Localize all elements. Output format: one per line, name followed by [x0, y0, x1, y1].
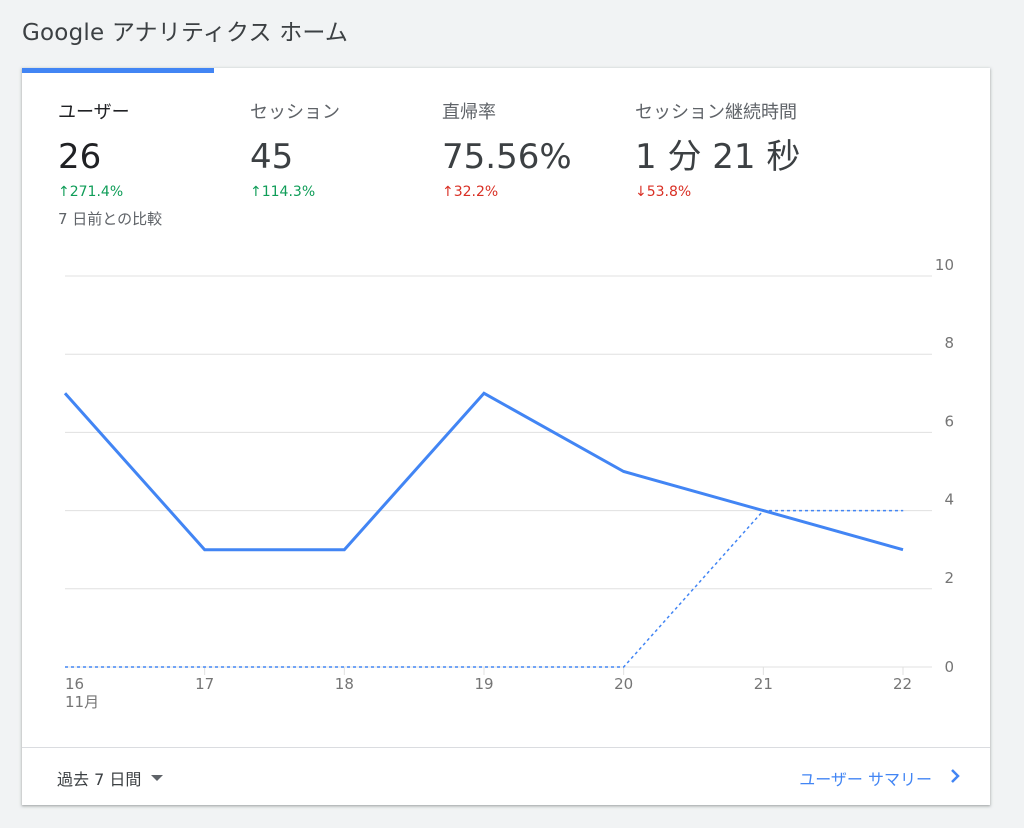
- y-tick-label: 8: [944, 334, 954, 352]
- arrow-up-icon: ↑: [58, 184, 70, 200]
- x-tick-label: 18: [335, 675, 354, 693]
- y-tick-label: 10: [935, 258, 954, 274]
- metric-change: ↑32.2%: [442, 184, 499, 200]
- chevron-right-icon: [950, 768, 960, 788]
- line-chart: 0 2 4 6 8 10 16 17 18 19 20 21 22 11月: [22, 256, 990, 728]
- metric-value: 1 分 21 秒: [635, 137, 801, 177]
- metric-label: セッション継続時間: [635, 102, 797, 123]
- metric-change: ↓53.8%: [635, 184, 692, 200]
- x-tick-label: 21: [754, 675, 773, 693]
- chart-svg: 0 2 4 6 8 10 16 17 18 19 20 21 22 11月: [63, 256, 954, 711]
- summary-link-label: ユーザー サマリー: [799, 770, 932, 789]
- metric-label: 直帰率: [442, 102, 496, 123]
- metric-label: セッション: [250, 102, 340, 123]
- comparison-series-line: [65, 509, 903, 668]
- metric-tab-sessions[interactable]: セッション 45 ↑114.3%: [250, 98, 340, 200]
- metric-tab-session-duration[interactable]: セッション継続時間 1 分 21 秒 ↓53.8%: [635, 98, 800, 200]
- arrow-up-icon: ↑: [442, 184, 454, 200]
- y-tick-label: 2: [944, 569, 954, 587]
- arrow-down-icon: ↓: [635, 184, 647, 200]
- y-tick-label: 0: [944, 658, 954, 676]
- x-tick-label: 17: [195, 675, 214, 693]
- metric-label: ユーザー: [58, 102, 130, 123]
- x-tick-label: 19: [474, 675, 493, 693]
- current-series-line: [63, 391, 904, 552]
- date-range-label: 過去 7 日間: [57, 770, 142, 789]
- analytics-card: ユーザー 26 ↑271.4% 7 日前との比較 セッション 45 ↑114.3…: [22, 68, 990, 805]
- x-tick-label: 22: [893, 675, 912, 693]
- y-tick-label: 4: [944, 491, 954, 509]
- metric-value: 45: [250, 137, 294, 177]
- metric-change: ↑271.4%: [58, 184, 124, 200]
- metric-tab-users[interactable]: ユーザー 26 ↑271.4% 7 日前との比較: [58, 98, 162, 229]
- x-tick-label: 16: [65, 675, 84, 693]
- date-range-dropdown[interactable]: 過去 7 日間: [57, 766, 164, 790]
- card-footer: 過去 7 日間 ユーザー サマリー: [22, 747, 990, 806]
- y-tick-label: 6: [944, 412, 954, 430]
- metric-tab-bounce-rate[interactable]: 直帰率 75.56% ↑32.2%: [442, 98, 572, 200]
- x-tick-label: 20: [614, 675, 633, 693]
- x-sublabel: 11月: [65, 693, 99, 711]
- user-summary-link[interactable]: ユーザー サマリー: [799, 766, 960, 790]
- metric-value: 26: [58, 137, 102, 177]
- caret-down-icon: [151, 775, 164, 781]
- arrow-up-icon: ↑: [250, 184, 262, 200]
- page-title: Google アナリティクス ホーム: [22, 20, 349, 46]
- compare-note: 7 日前との比較: [58, 210, 163, 228]
- metric-value: 75.56%: [442, 137, 572, 177]
- metric-change: ↑114.3%: [250, 184, 316, 200]
- active-tab-indicator: [22, 68, 214, 73]
